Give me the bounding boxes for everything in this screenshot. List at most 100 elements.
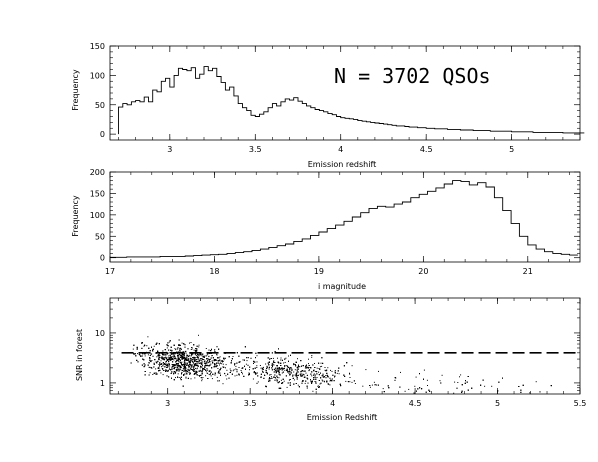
scatter-point bbox=[178, 348, 180, 350]
scatter-point bbox=[171, 371, 173, 373]
scatter-point bbox=[204, 363, 206, 365]
scatter-point bbox=[192, 366, 194, 368]
sample-size-annotation: N = 3702 QSOs bbox=[334, 64, 491, 88]
scatter-point bbox=[276, 379, 278, 381]
scatter-point bbox=[425, 391, 427, 393]
scatter-point bbox=[195, 371, 197, 373]
scatter-point bbox=[274, 362, 276, 363]
scatter-point bbox=[203, 359, 205, 360]
scatter-point bbox=[160, 363, 162, 365]
scatter-point bbox=[186, 355, 188, 356]
scatter-point bbox=[174, 371, 175, 373]
scatter-point bbox=[261, 369, 263, 371]
scatter-point bbox=[246, 357, 248, 359]
scatter-point bbox=[295, 365, 297, 367]
scatter-point bbox=[161, 357, 163, 359]
scatter-point bbox=[394, 377, 396, 379]
scatter-point bbox=[274, 374, 276, 376]
scatter-point bbox=[183, 361, 185, 363]
scatter-point bbox=[199, 367, 201, 369]
scatter-point bbox=[156, 373, 158, 375]
scatter-point bbox=[219, 359, 221, 361]
scatter-point bbox=[168, 358, 170, 360]
scatter-point bbox=[270, 374, 272, 375]
scatter-point bbox=[214, 349, 216, 351]
scatter-point bbox=[191, 360, 193, 362]
scatter-point bbox=[320, 382, 322, 384]
scatter-point bbox=[318, 371, 320, 373]
scatter-point bbox=[265, 372, 267, 373]
scatter-point bbox=[306, 364, 307, 366]
scatter-point bbox=[276, 365, 278, 367]
scatter-point bbox=[188, 364, 190, 366]
scatter-point bbox=[254, 372, 256, 374]
scatter-point bbox=[178, 362, 179, 364]
scatter-point bbox=[196, 355, 198, 357]
scatter-point bbox=[157, 360, 159, 362]
scatter-point bbox=[297, 374, 299, 376]
scatter-point bbox=[134, 353, 136, 355]
scatter-point bbox=[314, 363, 315, 364]
scatter-point bbox=[465, 380, 466, 382]
scatter-point bbox=[141, 342, 143, 344]
scatter-point bbox=[313, 374, 315, 376]
scatter-point bbox=[387, 385, 389, 387]
scatter-point bbox=[193, 360, 195, 362]
scatter-point bbox=[189, 373, 191, 375]
scatter-point bbox=[281, 382, 283, 384]
scatter-point bbox=[383, 391, 385, 393]
scatter-point bbox=[174, 365, 176, 366]
scatter-point bbox=[207, 360, 208, 362]
scatter-point bbox=[276, 370, 278, 372]
scatter-point bbox=[186, 364, 188, 366]
scatter-point bbox=[498, 381, 500, 383]
scatter-point bbox=[408, 388, 410, 390]
magnitude-histogram-y-tick-label: 0 bbox=[100, 254, 105, 263]
scatter-point bbox=[287, 382, 289, 384]
scatter-point bbox=[185, 351, 187, 353]
scatter-point bbox=[196, 367, 198, 369]
scatter-point bbox=[184, 344, 186, 346]
scatter-point bbox=[187, 377, 189, 379]
scatter-point bbox=[265, 363, 267, 365]
scatter-point bbox=[179, 344, 181, 346]
scatter-point bbox=[163, 359, 165, 361]
scatter-point bbox=[254, 367, 256, 369]
scatter-point bbox=[192, 361, 194, 363]
scatter-point bbox=[294, 374, 296, 376]
scatter-point bbox=[178, 344, 180, 346]
scatter-point bbox=[279, 368, 281, 370]
redshift-histogram-y-ticks: 0 50 100 150 bbox=[90, 42, 580, 139]
scatter-point bbox=[178, 377, 180, 378]
scatter-point bbox=[187, 358, 189, 360]
scatter-point bbox=[200, 374, 202, 376]
scatter-point bbox=[183, 351, 185, 353]
scatter-point bbox=[315, 376, 316, 378]
scatter-point bbox=[176, 363, 177, 365]
scatter-point bbox=[281, 367, 283, 369]
scatter-point bbox=[197, 365, 199, 367]
scatter-point bbox=[167, 345, 169, 347]
scatter-point bbox=[310, 381, 312, 383]
scatter-point bbox=[276, 375, 278, 377]
scatter-point bbox=[461, 391, 463, 393]
scatter-point bbox=[141, 342, 143, 344]
scatter-point bbox=[142, 353, 144, 355]
scatter-point bbox=[241, 371, 243, 373]
scatter-point bbox=[278, 372, 280, 374]
scatter-point bbox=[311, 356, 313, 358]
scatter-point bbox=[184, 373, 186, 375]
magnitude-histogram-steps bbox=[109, 180, 578, 258]
scatter-point bbox=[311, 382, 313, 384]
scatter-point bbox=[168, 365, 170, 367]
scatter-point bbox=[144, 344, 146, 346]
scatter-point bbox=[195, 372, 197, 374]
scatter-point bbox=[173, 371, 175, 373]
scatter-point bbox=[170, 372, 172, 374]
scatter-point bbox=[198, 375, 200, 376]
scatter-point bbox=[176, 366, 178, 368]
scatter-point bbox=[263, 377, 265, 379]
scatter-point bbox=[255, 357, 256, 359]
scatter-point bbox=[180, 377, 181, 379]
